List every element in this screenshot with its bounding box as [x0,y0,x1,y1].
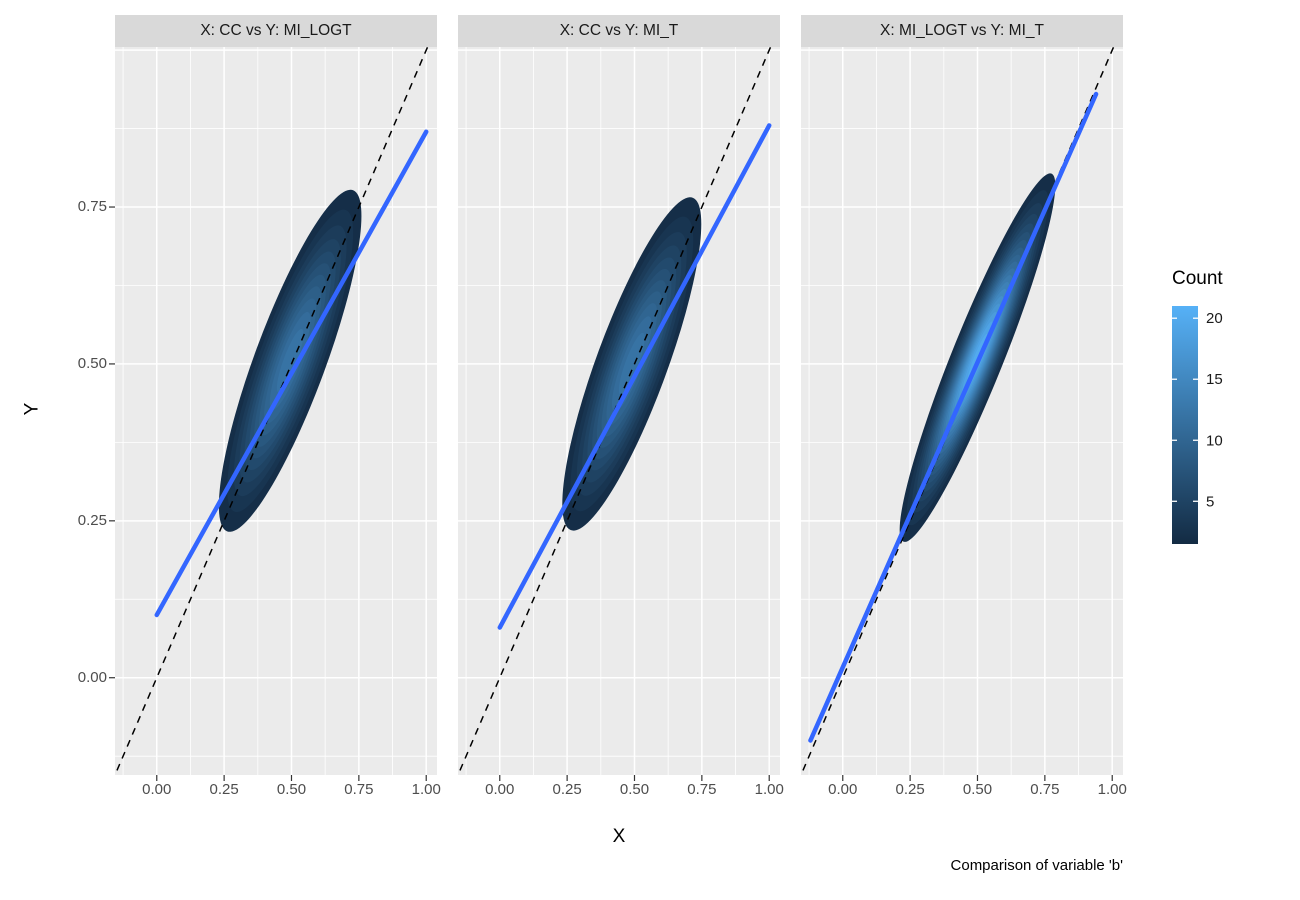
y-tick-label: 0.25 [77,511,107,529]
x-tick-label: 0.75 [687,781,717,798]
x-tick-label: 0.25 [895,781,925,798]
facet-strip: X: CC vs Y: MI_LOGT [115,15,437,47]
legend: Count 20 15 10 5 [1172,268,1292,554]
x-tick-label: 0.75 [344,781,374,798]
regression-line [154,129,429,618]
identity-line [458,47,772,775]
y-tick-label: 0.00 [77,668,107,686]
x-axis-title: X [612,826,626,847]
regression-line [497,123,772,630]
y-tick-label: 0.50 [77,354,107,372]
facet-strip-label: X: CC vs Y: MI_T [559,22,679,39]
panel-plot-area [109,47,437,781]
x-tick-label: 0.50 [276,781,307,798]
y-tick-label: 0.75 [77,198,107,216]
x-tick-label: 0.25 [209,781,239,798]
x-tick-label: 0.50 [619,781,650,798]
legend-title: Count [1172,268,1223,289]
y-axis-title: Y [21,402,43,416]
x-tick-label: 0.75 [1030,781,1060,798]
x-tick-label: 1.00 [754,781,784,798]
colorbar-gradient [1172,306,1198,544]
colorbar-tick-label: 5 [1206,493,1214,510]
colorbar-tick-label: 20 [1206,310,1223,327]
facet-panel-2: X: CC vs Y: MI_T 0.00 0.25 0.50 0.75 1.00 [458,15,784,815]
x-tick-label: 1.00 [411,781,441,798]
legend-colorbar: 20 15 10 5 [1172,306,1223,544]
density-contour-band [618,332,645,396]
panel-plot-area [801,47,1123,781]
facet-strip-label: X: MI_LOGT vs Y: MI_T [880,22,1044,39]
x-tick-label: 0.00 [485,781,515,798]
facet-panel-1: X: CC vs Y: MI_LOGT 0.00 0.25 0.50 0.75 1.00… [78,15,441,815]
facet-strip: X: MI_LOGT vs Y: MI_T [801,15,1123,47]
facet-strip-label: X: CC vs Y: MI_LOGT [200,22,352,39]
x-tick-label: 1.00 [1097,781,1127,798]
x-tick-label: 0.25 [552,781,582,798]
colorbar-tick-label: 15 [1206,371,1223,388]
x-tick-label: 0.50 [962,781,993,798]
regression-line [808,91,1099,743]
facet-strip: X: CC vs Y: MI_T [458,15,780,47]
x-tick-label: 0.00 [142,781,172,798]
x-tick-label: 0.00 [828,781,858,798]
colorbar-tick-label: 10 [1206,432,1223,449]
caption: Comparison of variable 'b' [950,857,1123,874]
panel-plot-area [458,47,780,781]
facet-panel-3: X: MI_LOGT vs Y: MI_T 0.00 0.25 0.50 0.75 1.… [801,15,1127,815]
density-contour-band [276,328,304,393]
